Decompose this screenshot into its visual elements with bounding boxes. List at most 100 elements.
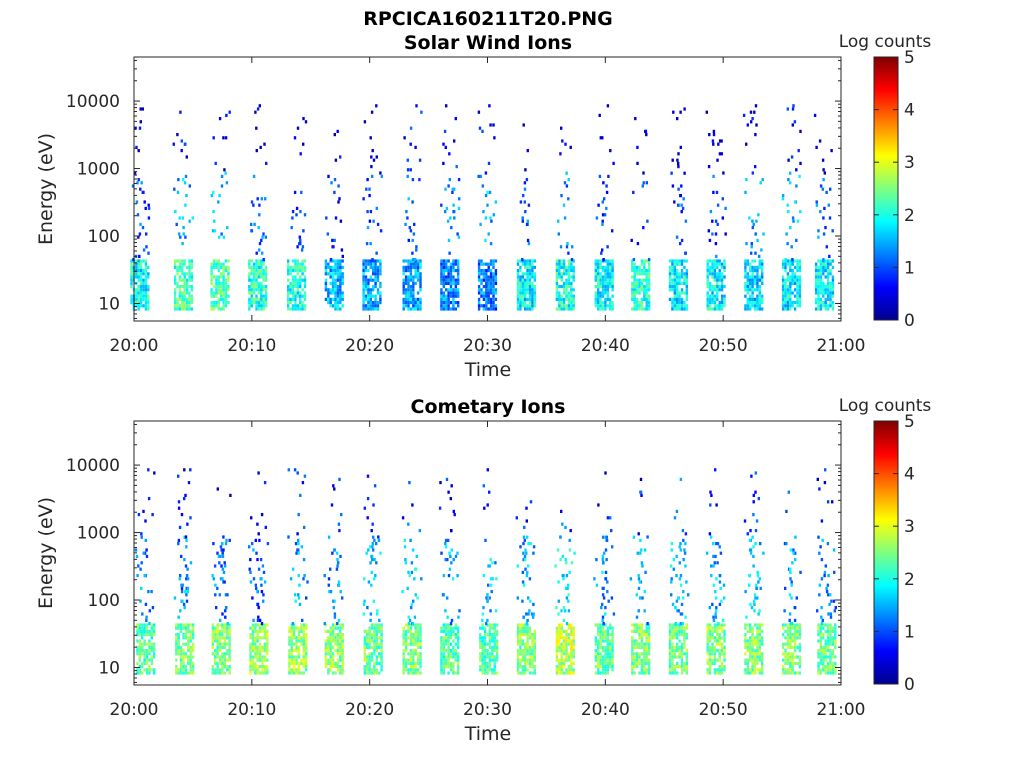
heatmap-cell (220, 232, 223, 236)
heatmap-cell (442, 623, 445, 627)
heatmap-cell (711, 633, 714, 637)
heatmap-cell (215, 278, 218, 282)
heatmap-cell (723, 275, 726, 279)
heatmap-cell (339, 278, 342, 282)
heatmap-cell (327, 291, 330, 295)
heatmap-cell (219, 545, 223, 549)
heatmap-cell (141, 671, 144, 675)
heatmap-cell (707, 165, 711, 169)
heatmap-cell (139, 107, 142, 111)
heatmap-cell (447, 658, 450, 662)
heatmap-cell (597, 642, 600, 646)
heatmap-cell (594, 265, 597, 269)
heatmap-cell (673, 668, 676, 672)
heatmap-cell (757, 213, 760, 217)
heatmap-cell (826, 304, 830, 308)
heatmap-cell (338, 477, 341, 481)
heatmap-cell (671, 623, 674, 627)
heatmap-cell (487, 564, 490, 568)
heatmap-cell (671, 661, 674, 665)
heatmap-cell (822, 288, 825, 292)
heatmap-cell (327, 652, 330, 656)
heatmap-cell (414, 567, 418, 571)
heatmap-cell (599, 671, 602, 675)
heatmap-cell (295, 649, 298, 653)
heatmap-cell (301, 245, 305, 249)
heatmap-cell (336, 661, 340, 665)
heatmap-cell (713, 655, 717, 659)
heatmap-cell (331, 245, 334, 249)
heatmap-cell (633, 288, 636, 292)
heatmap-cell (491, 655, 494, 659)
heatmap-cell (379, 259, 382, 263)
heatmap-cell (178, 577, 181, 581)
heatmap-cell (178, 525, 182, 529)
heatmap-cell (715, 577, 718, 581)
heatmap-cell (756, 668, 759, 672)
heatmap-cell (824, 285, 827, 289)
heatmap-cell (452, 297, 455, 301)
heatmap-cell (680, 203, 683, 207)
heatmap-cell (362, 612, 366, 616)
heatmap-cell (528, 633, 532, 637)
heatmap-cell (761, 272, 764, 276)
heatmap-cell (516, 269, 520, 273)
heatmap-cell (416, 636, 420, 640)
heatmap-cell (218, 629, 222, 633)
heatmap-cell (829, 259, 832, 263)
heatmap-cell (330, 181, 333, 185)
heatmap-cell (440, 294, 443, 298)
heatmap-cell (302, 626, 305, 630)
heatmap-cell (183, 285, 186, 289)
heatmap-cell (495, 671, 499, 675)
heatmap-cell (215, 304, 218, 308)
heatmap-cell (375, 251, 378, 255)
heatmap-cell (414, 269, 417, 273)
heatmap-cell (305, 623, 308, 627)
heatmap-cell (758, 297, 761, 301)
heatmap-cell (670, 580, 673, 584)
heatmap-cell (523, 554, 527, 558)
heatmap-cell (599, 629, 602, 633)
heatmap-cell (183, 297, 186, 301)
heatmap-cell (447, 655, 450, 659)
heatmap-cell (531, 652, 534, 656)
heatmap-cell (329, 668, 332, 672)
heatmap-cell (491, 645, 494, 649)
heatmap-cell (257, 567, 261, 571)
heatmap-cell (181, 599, 184, 603)
heatmap-cell (647, 294, 651, 298)
heatmap-cell (723, 596, 726, 600)
heatmap-cell (212, 294, 216, 298)
heatmap-cell (457, 636, 460, 640)
heatmap-cell (643, 658, 646, 662)
heatmap-cell (678, 291, 681, 295)
heatmap-cell (718, 307, 721, 311)
heatmap-cell (287, 291, 290, 295)
heatmap-cell (781, 262, 785, 266)
heatmap-cell (570, 258, 574, 262)
heatmap-cell (375, 104, 378, 108)
heatmap-cell (753, 304, 757, 308)
heatmap-cell (604, 649, 607, 653)
heatmap-cell (527, 242, 531, 246)
heatmap-cell (604, 606, 607, 610)
heatmap-cell (184, 633, 188, 637)
heatmap-cell (445, 633, 448, 637)
heatmap-cell (135, 554, 139, 558)
heatmap-cell (331, 297, 335, 301)
heatmap-cell (334, 639, 337, 643)
heatmap-cell (716, 629, 719, 633)
heatmap-cell (213, 219, 216, 223)
heatmap-cell (567, 297, 571, 301)
heatmap-cell (252, 577, 256, 581)
heatmap-cell (565, 658, 568, 662)
heatmap-cell (143, 649, 146, 653)
heatmap-cell (411, 503, 414, 507)
heatmap-cell (705, 551, 709, 555)
heatmap-cell (341, 304, 344, 308)
heatmap-cell (262, 294, 265, 298)
heatmap-cell (293, 593, 297, 597)
heatmap-cell (647, 658, 651, 662)
heatmap-cell (749, 671, 752, 675)
